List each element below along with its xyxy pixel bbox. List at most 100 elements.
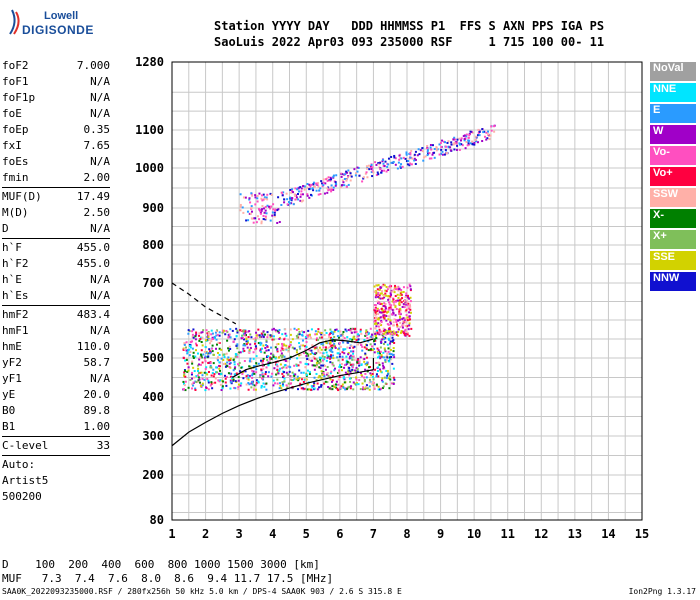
echo-point	[211, 344, 214, 347]
echo-point	[350, 345, 353, 348]
echo-point	[327, 346, 330, 349]
echo-point	[187, 329, 190, 332]
echo-point	[349, 387, 352, 390]
echo-point	[307, 363, 310, 366]
echo-point	[404, 310, 407, 313]
echo-point	[316, 360, 319, 363]
echo-point	[400, 331, 403, 334]
echo-point	[404, 317, 407, 320]
echo-point	[195, 344, 198, 347]
echo-point	[398, 301, 401, 304]
echo-point	[399, 325, 402, 328]
echo-point	[317, 350, 320, 353]
param-value: N/A	[90, 372, 110, 385]
echo-point	[258, 218, 261, 221]
echo-point	[334, 383, 337, 386]
echo-point	[389, 284, 392, 287]
echo-point	[289, 344, 292, 347]
echo-point	[398, 315, 401, 318]
echo-point	[205, 386, 208, 389]
echo-point	[261, 347, 264, 350]
echo-point	[222, 362, 225, 365]
param-value: N/A	[90, 273, 110, 286]
echo-point	[388, 285, 391, 288]
echo-point	[332, 331, 335, 334]
echo-point	[342, 181, 345, 184]
echo-point	[349, 172, 352, 175]
echo-point	[347, 183, 350, 186]
echo-point	[308, 334, 311, 337]
param-name: hmE	[2, 340, 22, 353]
echo-point	[273, 213, 276, 216]
echo-point	[271, 211, 274, 214]
muf-table: D 100 200 400 600 800 1000 1500 3000 [km…	[2, 558, 333, 586]
echo-point	[189, 378, 192, 381]
echo-point	[402, 286, 405, 289]
echo-point	[320, 348, 323, 351]
echo-point	[345, 170, 348, 173]
echo-point	[375, 163, 378, 166]
echo-point	[374, 161, 377, 164]
echo-point	[477, 131, 480, 134]
echo-point	[440, 152, 443, 155]
echo-point	[322, 178, 325, 181]
echo-point	[347, 175, 350, 178]
echo-point	[373, 304, 376, 307]
echo-point	[200, 385, 203, 388]
echo-point	[266, 356, 269, 359]
echo-point	[360, 343, 363, 346]
echo-point	[389, 378, 392, 381]
echo-point	[354, 369, 357, 372]
echo-point	[233, 367, 236, 370]
param-row: C-level 33	[2, 438, 110, 454]
param-value: N/A	[90, 91, 110, 104]
echo-point	[353, 382, 356, 385]
echo-point	[405, 332, 408, 335]
echo-point	[319, 367, 322, 370]
echo-point	[398, 312, 401, 315]
echo-point	[394, 286, 397, 289]
echo-point	[209, 362, 212, 365]
echo-point	[408, 283, 411, 286]
muf-distance-row: D 100 200 400 600 800 1000 1500 3000 [km…	[2, 558, 320, 571]
echo-point	[276, 365, 279, 368]
echo-point	[385, 315, 388, 318]
echo-point	[381, 338, 384, 341]
echo-point	[342, 341, 345, 344]
echo-point	[247, 336, 250, 339]
echo-point	[218, 342, 221, 345]
echo-point	[290, 202, 293, 205]
echo-point	[183, 373, 186, 376]
echo-point	[331, 379, 334, 382]
echo-point	[253, 342, 256, 345]
echo-point	[400, 291, 403, 294]
echo-point	[213, 336, 216, 339]
echo-point	[389, 292, 392, 295]
echo-point	[286, 386, 289, 389]
echo-point	[194, 380, 197, 383]
echo-point	[349, 356, 352, 359]
echo-point	[397, 161, 400, 164]
echo-point	[192, 351, 195, 354]
polarization-legend: NoVal NNE E W Vo- Vo+ SSW X- X+ SSE NNW	[650, 62, 696, 293]
param-row: M(D) 2.50	[2, 205, 110, 221]
echo-point	[313, 376, 316, 379]
echo-point	[377, 361, 380, 364]
echo-point	[214, 347, 217, 350]
echo-point	[316, 181, 319, 184]
echo-point	[192, 328, 195, 331]
param-row: foF1 N/A	[2, 74, 110, 90]
echo-point	[195, 381, 198, 384]
echo-point	[255, 355, 258, 358]
echo-point	[211, 336, 214, 339]
echo-point	[347, 169, 350, 172]
echo-point	[352, 336, 355, 339]
echo-point	[311, 344, 314, 347]
echo-point	[389, 306, 392, 309]
echo-point	[267, 371, 270, 374]
echo-point	[447, 146, 450, 149]
echo-point	[377, 349, 380, 352]
echo-point	[411, 157, 414, 160]
echo-point	[288, 345, 291, 348]
echo-point	[184, 369, 187, 372]
